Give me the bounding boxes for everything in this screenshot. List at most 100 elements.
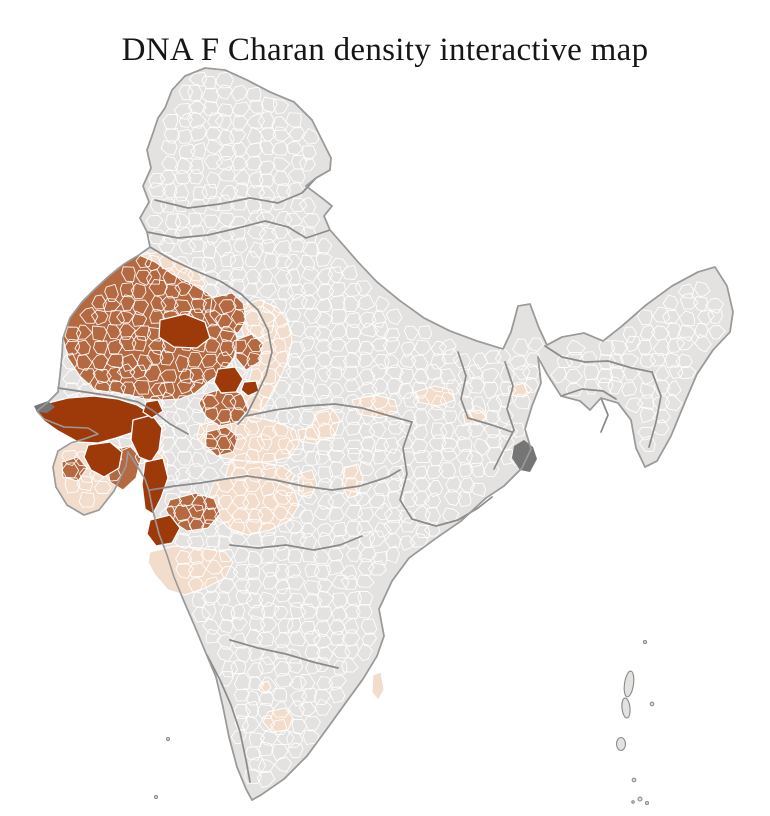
district-cell[interactable]: [327, 491, 347, 509]
district-cell[interactable]: [329, 476, 346, 494]
district-cell[interactable]: [527, 337, 544, 352]
district-cell[interactable]: [454, 423, 473, 441]
district-cell[interactable]: [242, 475, 261, 493]
district-cell[interactable]: [313, 326, 332, 342]
district-cell[interactable]: [135, 269, 153, 286]
district-cell[interactable]: [175, 466, 191, 482]
district-cell[interactable]: [187, 548, 204, 566]
district-cell[interactable]: [160, 140, 178, 156]
district-cell[interactable]: [343, 282, 363, 297]
district-cell[interactable]: [90, 309, 109, 326]
district-cell[interactable]: [466, 449, 484, 468]
district-cell[interactable]: [316, 646, 334, 661]
district-cell[interactable]: [359, 322, 379, 338]
district-cell[interactable]: [162, 228, 180, 245]
district-cell[interactable]: [177, 128, 193, 144]
district-cell[interactable]: [187, 397, 206, 413]
district-cell[interactable]: [668, 365, 684, 379]
district-cell[interactable]: [245, 746, 262, 761]
district-cell[interactable]: [288, 700, 305, 718]
district-cell[interactable]: [284, 518, 304, 535]
district-cell[interactable]: [301, 293, 317, 311]
district-cell[interactable]: [494, 348, 512, 365]
district-cell[interactable]: [371, 310, 387, 328]
district-cell[interactable]: [144, 364, 162, 383]
district-cell[interactable]: [636, 339, 653, 356]
district-cell[interactable]: [162, 182, 178, 199]
district-cell[interactable]: [402, 490, 418, 508]
district-cell[interactable]: [118, 323, 136, 340]
district-cell[interactable]: [387, 491, 405, 509]
district-cell[interactable]: [425, 364, 443, 380]
district-cell[interactable]: [677, 324, 697, 342]
district-cell[interactable]: [651, 394, 670, 411]
district-cell[interactable]: [301, 687, 317, 703]
district-cell[interactable]: [130, 282, 147, 300]
district-cell[interactable]: [271, 222, 289, 240]
district-cell[interactable]: [271, 535, 290, 552]
district-cell[interactable]: [275, 480, 294, 497]
district-cell[interactable]: [228, 216, 248, 230]
district-cell[interactable]: [229, 518, 246, 536]
district-cell[interactable]: [214, 113, 232, 130]
district-cell[interactable]: [358, 461, 375, 477]
district-cell[interactable]: [174, 157, 194, 175]
district-cell[interactable]: [246, 394, 263, 412]
district-cell[interactable]: [693, 281, 711, 297]
district-cell[interactable]: [176, 378, 196, 395]
district-cell[interactable]: [288, 127, 305, 142]
district-cell[interactable]: [286, 731, 304, 748]
district-cell[interactable]: [178, 84, 194, 101]
district-cell[interactable]: [285, 491, 303, 507]
district-cell[interactable]: [372, 551, 388, 566]
district-cell[interactable]: [159, 349, 175, 366]
district-cell[interactable]: [328, 674, 347, 691]
district-cell[interactable]: [301, 490, 319, 505]
district-cell[interactable]: [172, 407, 191, 425]
district-cell[interactable]: [159, 169, 177, 185]
district-cell[interactable]: [246, 467, 266, 483]
district-cell[interactable]: [412, 505, 431, 522]
district-cell[interactable]: [276, 729, 295, 746]
district-cell[interactable]: [357, 351, 374, 369]
district-cell[interactable]: [247, 550, 264, 568]
district-cell[interactable]: [301, 354, 318, 370]
district-cell[interactable]: [315, 251, 333, 268]
district-cell[interactable]: [76, 354, 93, 371]
district-cell[interactable]: [79, 306, 99, 324]
district-cell[interactable]: [316, 606, 333, 621]
district-cell[interactable]: [129, 364, 147, 380]
district-cell[interactable]: [465, 376, 486, 394]
district-cell[interactable]: [287, 617, 302, 634]
district-cell[interactable]: [257, 741, 274, 757]
district-cell[interactable]: [261, 561, 280, 578]
district-cell[interactable]: [190, 224, 206, 241]
district-cell[interactable]: [178, 237, 197, 255]
district-cell[interactable]: [342, 295, 361, 312]
district-cell[interactable]: [301, 265, 320, 283]
district-cell[interactable]: [161, 391, 177, 408]
district-cell[interactable]: [233, 321, 250, 337]
district-cell[interactable]: [371, 408, 387, 424]
district-cell[interactable]: [186, 351, 204, 368]
district-cell[interactable]: [411, 381, 429, 399]
district-cell[interactable]: [92, 368, 112, 385]
district-cell[interactable]: [185, 463, 205, 480]
district-cell[interactable]: [257, 310, 277, 325]
district-cell[interactable]: [230, 196, 248, 211]
district-cell[interactable]: [486, 394, 503, 412]
district-cell[interactable]: [442, 410, 458, 425]
district-cell[interactable]: [370, 392, 389, 410]
district-cell[interactable]: [457, 409, 475, 427]
district-cell[interactable]: [472, 352, 489, 370]
district-cell[interactable]: [202, 296, 217, 313]
district-cell[interactable]: [318, 395, 334, 409]
district-cell[interactable]: [272, 380, 292, 397]
district-cell[interactable]: [375, 295, 390, 313]
district-cell[interactable]: [271, 422, 289, 437]
district-cell[interactable]: [249, 324, 265, 339]
district-cell[interactable]: [299, 620, 316, 635]
district-cell[interactable]: [428, 377, 446, 393]
district-cell[interactable]: [175, 212, 191, 232]
district-cell[interactable]: [328, 281, 347, 298]
